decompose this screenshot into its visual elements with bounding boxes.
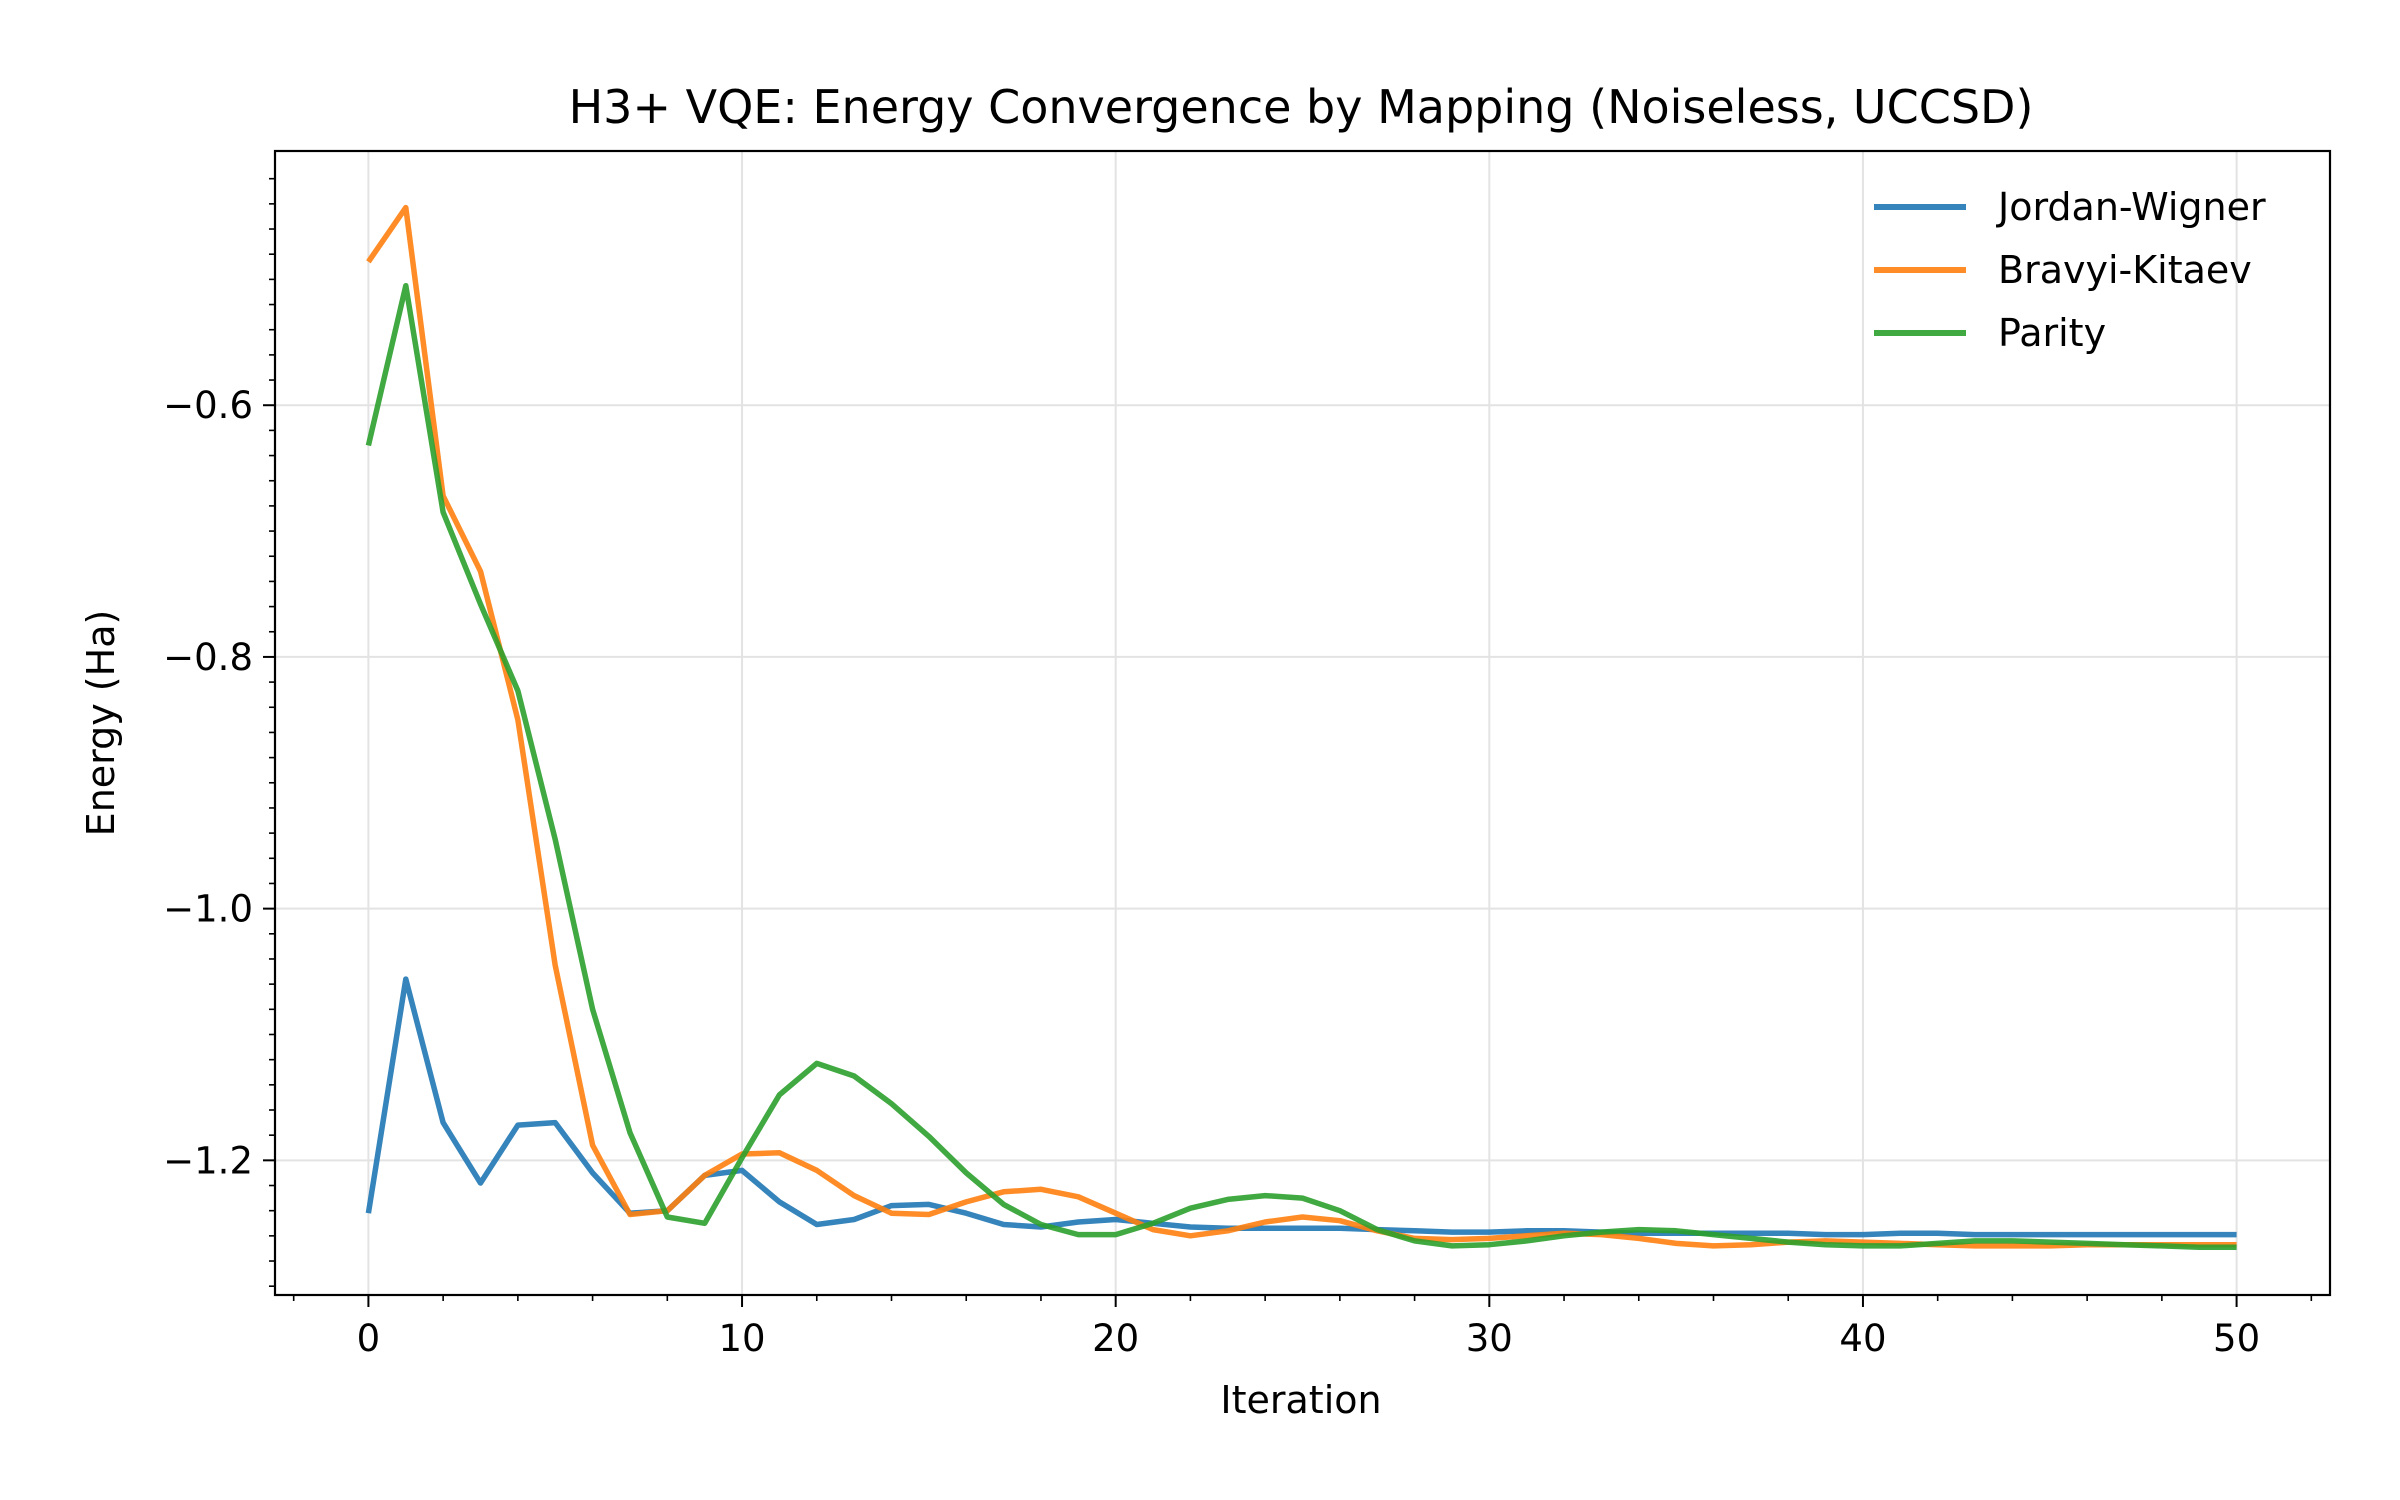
y-tick-label: −0.6	[163, 384, 253, 427]
axis-ticks: 0 10 20 30 40 50 −0.6 −0.8 −1.0 −1.2	[163, 177, 2313, 1360]
x-tick-label: 10	[718, 1317, 765, 1360]
legend-entry: Bravyi-Kitaev	[1998, 248, 2252, 292]
x-tick-label: 30	[1466, 1317, 1513, 1360]
x-tick-label: 50	[2213, 1317, 2260, 1360]
y-tick-label: −1.2	[163, 1139, 253, 1182]
plot-frame	[273, 149, 2332, 1297]
x-tick-label: 20	[1092, 1317, 1139, 1360]
x-tick-label: 40	[1839, 1317, 1886, 1360]
chart-title: H3+ VQE: Energy Convergence by Mapping (…	[569, 80, 2034, 134]
x-tick-label: 0	[357, 1317, 381, 1360]
legend: Jordan-Wigner Bravyi-Kitaev Parity	[1874, 185, 2266, 355]
grid	[275, 151, 2330, 1295]
series-lines	[365, 204, 2237, 1250]
series-line-parity	[365, 282, 2237, 1250]
legend-entry: Jordan-Wigner	[1996, 185, 2266, 229]
x-axis-label: Iteration	[1220, 1378, 1381, 1422]
y-axis-label: Energy (Ha)	[79, 610, 123, 837]
legend-entry: Parity	[1998, 311, 2106, 355]
y-tick-label: −1.0	[163, 888, 253, 931]
y-tick-label: −0.8	[163, 636, 253, 679]
